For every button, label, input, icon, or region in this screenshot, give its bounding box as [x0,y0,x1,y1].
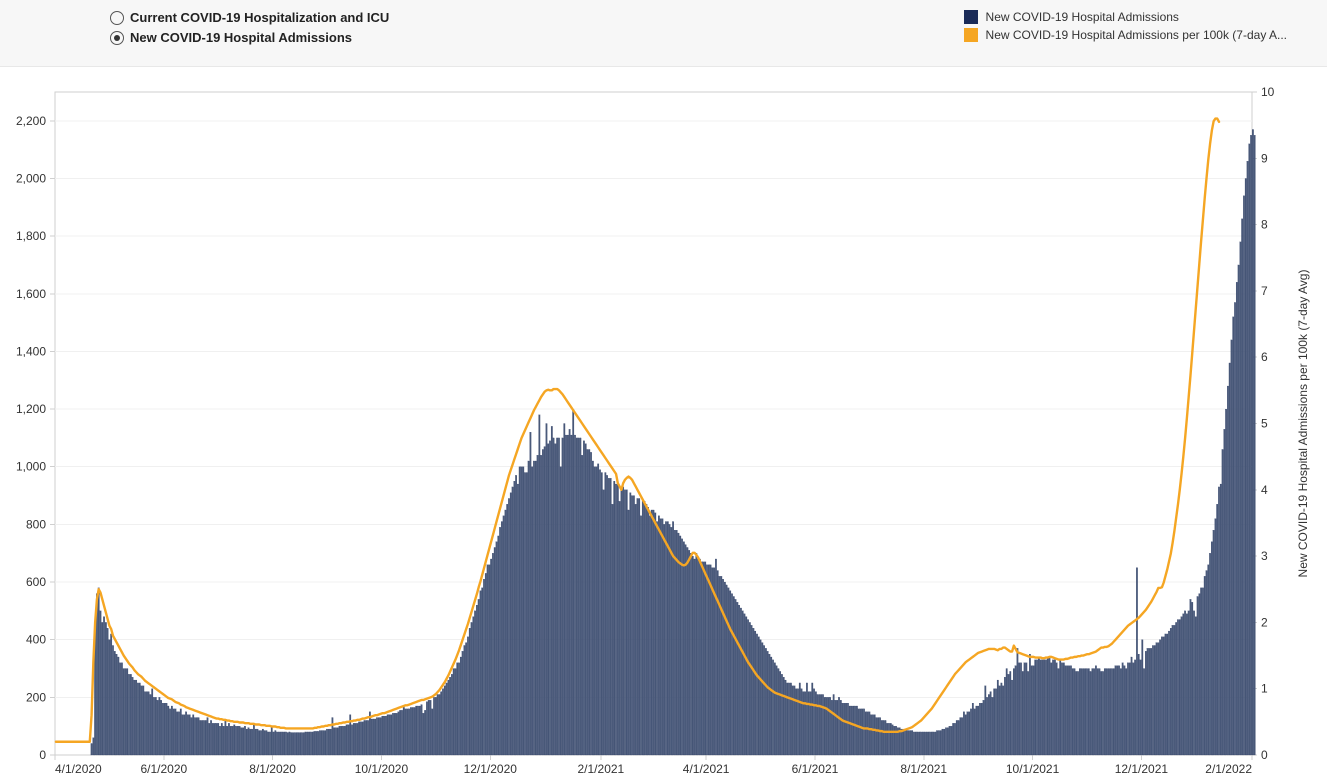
svg-text:6/1/2020: 6/1/2020 [140,762,187,776]
svg-text:600: 600 [26,575,46,589]
radio-option-hospitalization-icu[interactable]: Current COVID-19 Hospitalization and ICU [110,8,389,28]
svg-text:10/1/2020: 10/1/2020 [355,762,409,776]
legend-item-bars[interactable]: New COVID-19 Hospital Admissions [964,8,1287,26]
svg-text:1,400: 1,400 [16,344,46,358]
svg-text:3: 3 [1261,549,1268,563]
svg-text:2/1/2021: 2/1/2021 [578,762,625,776]
svg-text:10: 10 [1261,85,1275,99]
svg-text:0: 0 [1261,748,1268,762]
chart-legend: New COVID-19 Hospital Admissions New COV… [964,8,1287,44]
radio-label: New COVID-19 Hospital Admissions [130,28,352,48]
view-radio-group: Current COVID-19 Hospitalization and ICU… [110,8,389,48]
svg-text:7: 7 [1261,284,1268,298]
legend-label: New COVID-19 Hospital Admissions per 100… [986,26,1287,44]
svg-text:2,000: 2,000 [16,171,46,185]
svg-text:4/1/2020: 4/1/2020 [55,762,102,776]
svg-text:4: 4 [1261,483,1268,497]
legend-item-line[interactable]: New COVID-19 Hospital Admissions per 100… [964,26,1287,44]
combo-chart[interactable]: 0 200 400 600 800 1,000 1,200 1,400 1,600 1,800 2,… [0,67,1327,784]
svg-text:2,200: 2,200 [16,114,46,128]
svg-text:5: 5 [1261,417,1268,431]
svg-text:6/1/2021: 6/1/2021 [792,762,839,776]
svg-text:1,200: 1,200 [16,402,46,416]
radio-option-new-admissions[interactable]: New COVID-19 Hospital Admissions [110,28,389,48]
svg-text:6: 6 [1261,350,1268,364]
legend-swatch-bar [964,10,978,24]
chart-header: Current COVID-19 Hospitalization and ICU… [0,0,1327,67]
svg-text:New COVID-19 Hospital Admissio: New COVID-19 Hospital Admissions per 100… [1296,270,1310,578]
svg-text:400: 400 [26,633,46,647]
chart-container: 0 200 400 600 800 1,000 1,200 1,400 1,600 1,800 2,… [0,67,1327,784]
svg-text:800: 800 [26,517,46,531]
radio-icon-selected [110,31,124,45]
svg-text:0: 0 [39,748,46,762]
svg-text:8: 8 [1261,218,1268,232]
svg-text:200: 200 [26,690,46,704]
svg-text:2: 2 [1261,615,1268,629]
svg-text:2/1/2022: 2/1/2022 [1205,762,1252,776]
svg-text:12/1/2020: 12/1/2020 [464,762,518,776]
svg-text:8/1/2020: 8/1/2020 [249,762,296,776]
svg-text:9: 9 [1261,151,1268,165]
svg-text:1,600: 1,600 [16,287,46,301]
svg-text:1: 1 [1261,682,1268,696]
svg-text:8/1/2021: 8/1/2021 [900,762,947,776]
svg-text:1,800: 1,800 [16,229,46,243]
radio-label: Current COVID-19 Hospitalization and ICU [130,8,389,28]
legend-swatch-line [964,28,978,42]
svg-text:12/1/2021: 12/1/2021 [1115,762,1169,776]
svg-text:10/1/2021: 10/1/2021 [1006,762,1060,776]
legend-label: New COVID-19 Hospital Admissions [986,8,1179,26]
svg-text:4/1/2021: 4/1/2021 [683,762,730,776]
svg-text:1,000: 1,000 [16,460,46,474]
radio-icon [110,11,124,25]
